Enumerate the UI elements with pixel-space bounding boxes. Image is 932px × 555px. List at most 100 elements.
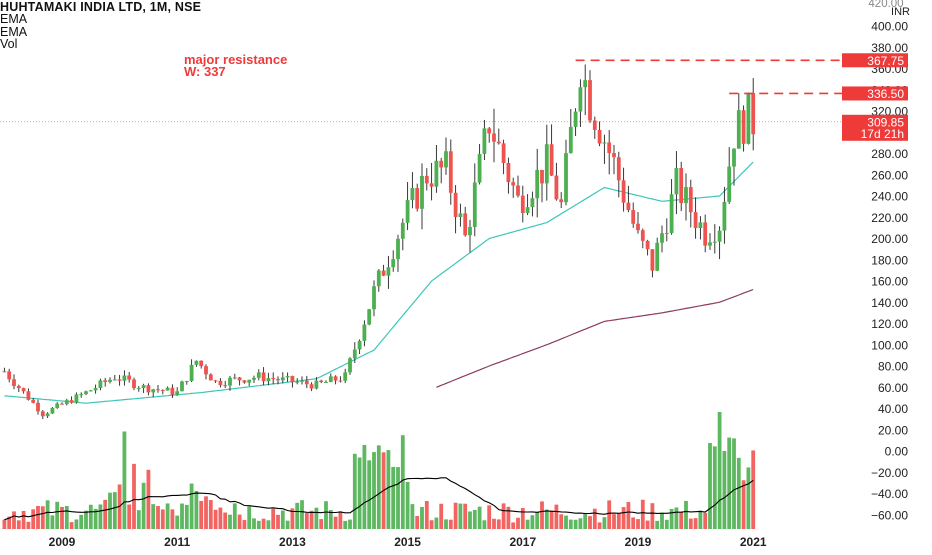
candle-body — [588, 80, 592, 121]
volume-bar — [352, 453, 357, 529]
candle-body — [204, 366, 208, 375]
price-tag-box — [842, 114, 908, 129]
volume-bar — [372, 452, 376, 529]
candle-body — [496, 141, 501, 144]
volume-bar — [338, 511, 343, 529]
price-axis-tick-label: −40.00 — [871, 487, 908, 501]
volume-bar — [544, 509, 549, 529]
volume-bar — [540, 501, 544, 529]
price-axis-tick-label: 240.00 — [871, 190, 908, 204]
time-axis-tick-label: 2019 — [625, 535, 652, 549]
candle-body — [444, 151, 448, 168]
volume-bar — [492, 518, 496, 529]
volume-bar — [304, 513, 309, 529]
candle-body — [396, 238, 400, 260]
volume-bar — [74, 519, 79, 529]
volume-bar — [386, 450, 391, 529]
candle-body — [429, 183, 434, 187]
candle-body — [276, 379, 280, 381]
volume-bar — [103, 499, 108, 529]
volume-bar — [424, 500, 429, 529]
indicator-ema-2[interactable]: EMA — [0, 24, 28, 39]
candle-body — [583, 80, 588, 88]
volume-bar — [645, 520, 650, 529]
volume-bar — [400, 435, 405, 529]
volume-bar — [31, 509, 36, 529]
volume-bar — [79, 514, 84, 529]
candle-body — [458, 213, 463, 217]
candle-body — [530, 198, 535, 208]
candle-body — [112, 379, 117, 381]
volume-bar — [194, 490, 199, 529]
candle-body — [573, 111, 578, 127]
volume-bar — [568, 519, 573, 529]
volume-bar — [204, 496, 208, 529]
candle-body — [84, 391, 88, 395]
time-axis-tick-label: 2013 — [279, 535, 306, 549]
candle-body — [208, 374, 213, 381]
candle-body — [511, 182, 516, 186]
price-axis-tick-label: −60.00 — [871, 508, 908, 522]
candle-body — [146, 385, 151, 393]
candle-body — [189, 364, 194, 381]
volume-bar — [688, 518, 693, 529]
volume-bar — [448, 519, 453, 529]
volume-bar — [674, 507, 679, 529]
volume-bar — [36, 505, 40, 529]
volume-bar — [276, 514, 280, 529]
volume-bar — [708, 443, 712, 529]
volume-bar — [592, 508, 597, 529]
volume-bar — [184, 504, 189, 529]
volume-bar — [612, 514, 616, 529]
volume-bar — [343, 520, 348, 529]
candle-body — [98, 380, 103, 389]
candle-body — [602, 142, 607, 144]
symbol-title[interactable]: HUHTAMAKI INDIA LTD, 1M, NSE — [0, 0, 202, 14]
price-tag-box — [842, 53, 908, 68]
candle-body — [79, 394, 84, 396]
price-tag-label: 336.50 — [867, 87, 904, 101]
candle-body — [482, 128, 487, 154]
volume-bar — [199, 501, 204, 529]
candle-body — [655, 242, 660, 271]
candle-body — [525, 207, 530, 214]
volume-bar — [21, 510, 26, 529]
candle-body — [559, 199, 564, 203]
volume-bar — [271, 508, 276, 529]
resistance-layer — [0, 59, 842, 123]
candle-body — [448, 151, 453, 193]
price-axis-tick-label: 140.00 — [871, 296, 908, 310]
resistance-annotation: major resistance W: 337 — [184, 53, 287, 78]
candle-body — [362, 324, 367, 341]
volume-bar — [122, 431, 127, 529]
indicator-ema-1[interactable]: EMA — [0, 12, 28, 27]
candle-body — [712, 241, 717, 243]
volume-bar — [12, 511, 16, 529]
volume-bar — [84, 510, 88, 529]
volume-bar — [520, 507, 525, 529]
candle-body — [348, 358, 352, 373]
volume-bar — [472, 509, 477, 529]
volume-bar — [736, 457, 741, 529]
candle-body — [314, 380, 319, 389]
candle-body — [266, 378, 271, 382]
volume-bar — [650, 503, 655, 529]
volume-bar — [506, 506, 511, 529]
time-axis-tick-label: 2015 — [394, 535, 421, 549]
candle-body — [597, 129, 602, 144]
indicator-vol[interactable]: Vol — [0, 37, 18, 52]
volume-bar — [2, 519, 7, 529]
volume-bar — [405, 481, 410, 529]
candle-body — [175, 391, 180, 395]
volume-bar — [324, 501, 328, 529]
candle-body — [650, 249, 655, 271]
candle-body — [328, 376, 333, 383]
candle-body — [213, 380, 218, 382]
volume-bar — [679, 512, 684, 529]
candle-body — [381, 270, 386, 276]
candle-body — [544, 144, 549, 184]
candle-body — [698, 222, 703, 229]
ema-slow-line — [436, 288, 754, 388]
